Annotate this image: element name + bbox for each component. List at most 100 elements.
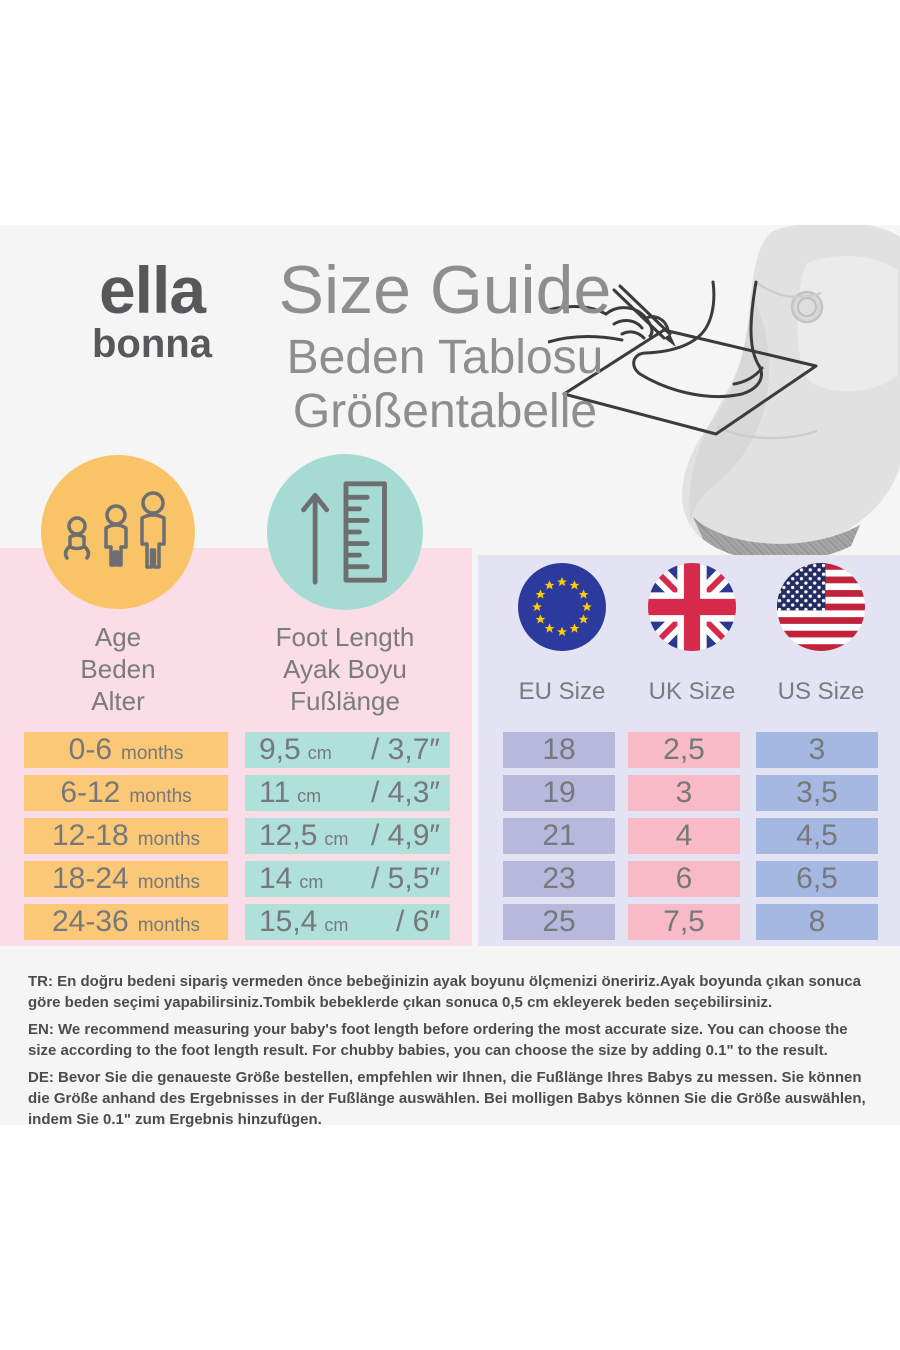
- foot-measure-illustration: [548, 280, 818, 436]
- foot-length-cell: 9,5 cm / 3,7″: [245, 732, 450, 768]
- age-value: 18-24: [51, 862, 129, 895]
- foot-length-cell: 12,5 cm / 4,9″: [245, 818, 450, 854]
- age-value: 24-36: [51, 905, 129, 938]
- uk-size-header: UK Size: [648, 678, 736, 705]
- age-value: 0-6: [68, 733, 113, 766]
- age-label-tr: Beden: [80, 654, 156, 684]
- age-cell: 0-6 months: [24, 732, 228, 768]
- us-size-value: 3: [808, 733, 826, 766]
- age-value: 12-18: [51, 819, 129, 852]
- us-size-value: 8: [808, 905, 826, 938]
- ruler-icon: [301, 481, 387, 585]
- brand-logo-line2: bonna: [92, 322, 212, 366]
- content-card: ella bonna Size Guide Beden Tablosu Größ…: [0, 225, 900, 1128]
- foot-cm-value: 9,5: [259, 733, 301, 766]
- eu-size-value: 23: [542, 862, 576, 895]
- age-column: 0-6 months 6-12 months 12-18 months 18-24 mo…: [24, 732, 228, 940]
- age-cell: 12-18 months: [24, 818, 228, 854]
- eu-size-cell: 25: [503, 904, 615, 940]
- age-cell: 18-24 months: [24, 861, 228, 897]
- us-size-value: 3,5: [796, 776, 838, 809]
- foot-inch-value: / 5,5″: [371, 862, 440, 895]
- uk-size-cell: 3: [628, 775, 740, 811]
- us-flag-icon: [777, 563, 865, 651]
- eu-size-cell: 18: [503, 732, 615, 768]
- footnote-de: DE: Bevor Sie die genaueste Größe bestel…: [28, 1069, 866, 1128]
- us-size-cell: 8: [756, 904, 878, 940]
- us-size-header: US Size: [777, 678, 865, 705]
- eu-size-cell: 19: [503, 775, 615, 811]
- eu-size-value: 25: [542, 905, 576, 938]
- uk-size-value: 2,5: [663, 733, 705, 766]
- uk-flag-icon: [648, 563, 736, 651]
- eu-size-value: 19: [542, 776, 576, 809]
- us-size-cell: 6,5: [756, 861, 878, 897]
- foot-inch-value: / 4,9″: [371, 819, 440, 852]
- uk-size-value: 7,5: [663, 905, 705, 938]
- uk-size-cell: 4: [628, 818, 740, 854]
- foot-length-column-label: Foot Length Ayak Boyu Fußlänge: [250, 621, 440, 717]
- foot-label-de: Fußlänge: [290, 686, 400, 716]
- age-value: 6-12: [60, 776, 121, 809]
- us-size-value: 6,5: [796, 862, 838, 895]
- uk-size-value: 4: [675, 819, 693, 852]
- uk-size-column: 2,5 3 4 6 7,5: [628, 732, 740, 940]
- foot-length-cell: 11 cm / 4,3″: [245, 775, 450, 811]
- eu-size-header: EU Size: [518, 678, 606, 705]
- age-cell: 24-36 months: [24, 904, 228, 940]
- footnote-en: EN: We recommend measuring your baby's f…: [28, 1021, 848, 1059]
- us-size-column: 3 3,5 4,5 6,5 8: [756, 732, 878, 940]
- age-unit: months: [121, 743, 184, 764]
- age-cell: 6-12 months: [24, 775, 228, 811]
- title-block: Size Guide Beden Tablosu Größentabelle: [250, 253, 640, 439]
- footnote-tr: TR: En doğru bedeni sipariş vermeden önc…: [28, 973, 861, 1011]
- foot-cm-value: 11: [259, 776, 291, 809]
- eu-size-column: 18 19 21 23 25: [503, 732, 615, 940]
- foot-cm-value: 12,5: [259, 819, 318, 852]
- us-size-value: 4,5: [796, 819, 838, 852]
- uk-size-value: 6: [675, 862, 693, 895]
- uk-size-value: 3: [675, 776, 693, 809]
- cm-unit: cm: [324, 829, 349, 849]
- eu-flag-icon: [518, 563, 606, 651]
- age-column-label: Age Beden Alter: [33, 621, 203, 717]
- foot-inch-value: / 4,3″: [371, 776, 440, 809]
- page-subtitle-tr: Beden Tablosu: [286, 331, 604, 384]
- eu-size-value: 18: [542, 733, 576, 766]
- foot-inch-value: / 3,7″: [371, 733, 440, 766]
- age-unit: months: [137, 829, 201, 850]
- age-label-de: Alter: [91, 686, 145, 716]
- foot-length-circle: [267, 454, 423, 610]
- foot-length-column: 9,5 cm / 3,7″ 11 cm / 4,3″ 12,5 cm / 4,9″ 14 cm…: [245, 732, 450, 940]
- page-title: Size Guide: [278, 252, 612, 328]
- age-unit: months: [137, 915, 201, 936]
- foot-inch-value: / 6″: [396, 905, 440, 938]
- cm-unit: cm: [299, 872, 324, 892]
- brand-logo-line1: ella: [98, 253, 206, 327]
- uk-size-cell: 7,5: [628, 904, 740, 940]
- foot-length-cell: 14 cm / 5,5″: [245, 861, 450, 897]
- footnotes: TR: En doğru bedeni sipariş vermeden önc…: [28, 971, 880, 1136]
- foot-label-en: Foot Length: [275, 622, 415, 652]
- cm-unit: cm: [307, 743, 332, 763]
- age-unit: months: [129, 786, 192, 807]
- cm-unit: cm: [324, 915, 349, 935]
- page-subtitle-de: Größentabelle: [292, 385, 598, 438]
- uk-size-cell: 2,5: [628, 732, 740, 768]
- foot-cm-value: 15,4: [259, 905, 318, 938]
- uk-size-cell: 6: [628, 861, 740, 897]
- age-label-en: Age: [94, 622, 142, 652]
- foot-label-tr: Ayak Boyu: [283, 654, 407, 684]
- us-size-cell: 3: [756, 732, 878, 768]
- brand-logo: ella bonna: [72, 253, 232, 366]
- foot-length-cell: 15,4 cm / 6″: [245, 904, 450, 940]
- age-unit: months: [137, 872, 201, 893]
- eu-size-value: 21: [542, 819, 576, 852]
- eu-size-cell: 23: [503, 861, 615, 897]
- us-size-cell: 3,5: [756, 775, 878, 811]
- us-size-cell: 4,5: [756, 818, 878, 854]
- people-icon: [63, 490, 166, 569]
- foot-cm-value: 14: [259, 862, 293, 895]
- eu-size-cell: 21: [503, 818, 615, 854]
